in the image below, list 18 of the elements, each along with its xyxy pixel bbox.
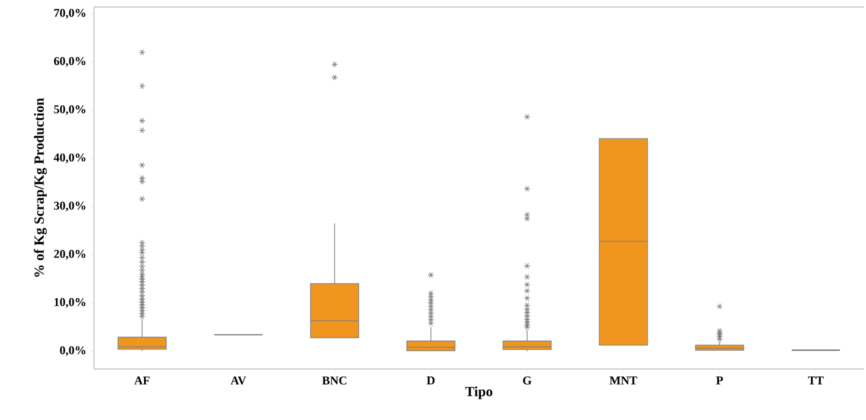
x-tick-label: AV — [230, 376, 246, 385]
y-tick-label: 70,0% — [54, 8, 86, 19]
y-tick-label: 60,0% — [54, 57, 86, 67]
x-tick-label: AF — [134, 376, 150, 384]
x-tick-label: MNT — [610, 376, 638, 384]
y-tick-label: 10,0% — [54, 298, 86, 308]
y-axis-title: % of Kg Scrap/Kg Production — [34, 98, 47, 277]
y-tick-label: 50,0% — [54, 105, 86, 116]
x-tick-label: BNC — [322, 376, 346, 385]
x-tick-label: P — [716, 376, 723, 384]
y-tick-label: 20,0% — [54, 250, 86, 260]
x-tick-label: D — [426, 376, 435, 384]
x-tick-label: G — [523, 376, 532, 385]
x-axis-title: Tipo — [465, 386, 492, 400]
y-tick-label: 0,0% — [60, 346, 86, 356]
y-tick-label: 40,0% — [54, 153, 86, 164]
y-tick-label: 30,0% — [54, 202, 86, 212]
x-tick-label: TT — [808, 376, 824, 384]
